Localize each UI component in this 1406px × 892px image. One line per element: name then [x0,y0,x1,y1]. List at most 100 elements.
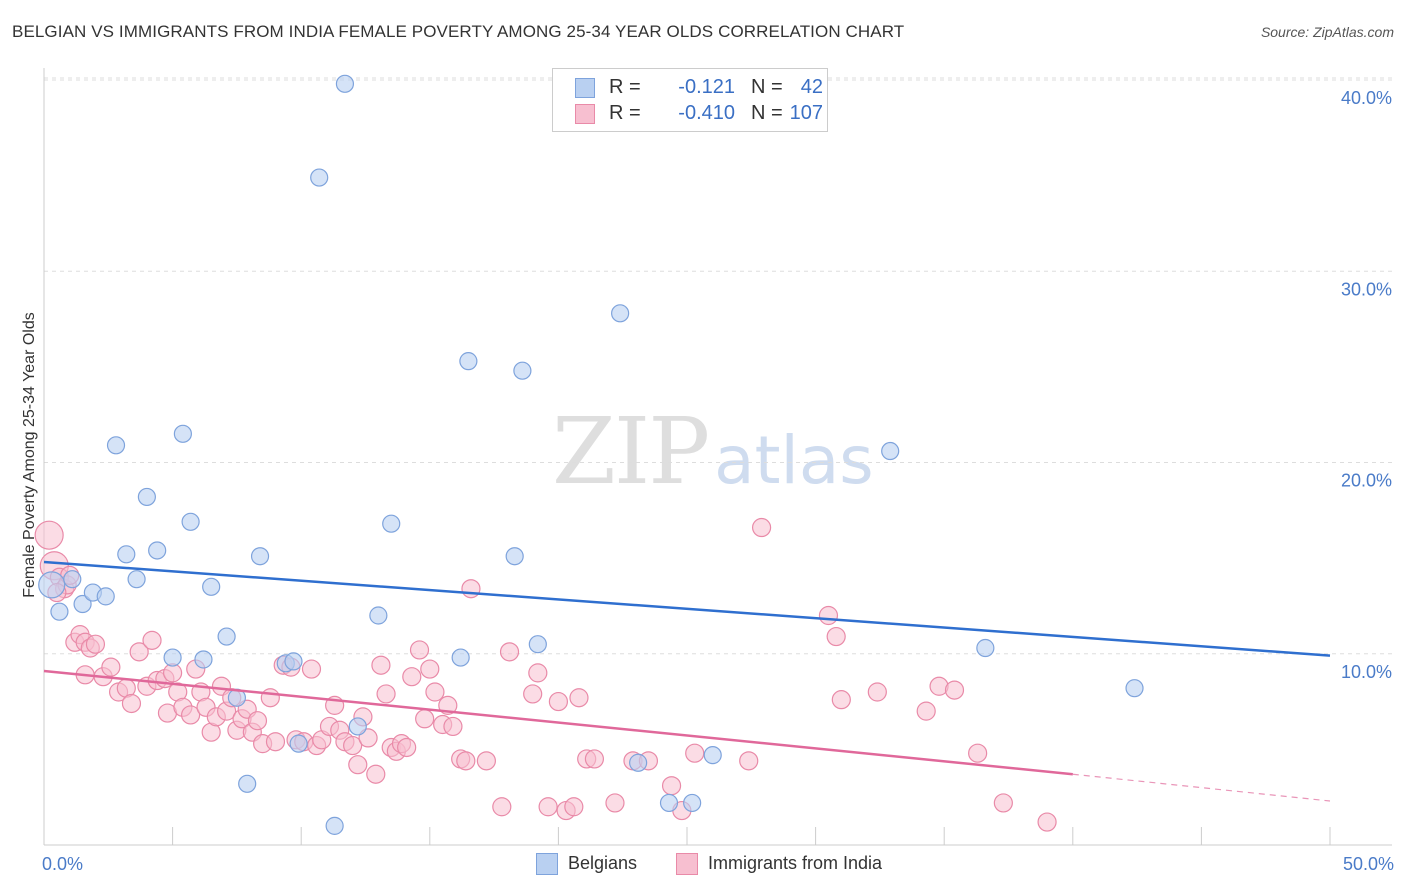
point-belgians [173,424,192,443]
point-belgians [611,304,630,323]
legend-n-label: N = [751,76,783,98]
point-india [461,579,481,599]
point-belgians [106,436,126,455]
point-india [968,743,988,763]
point-belgians [310,168,329,187]
point-india [528,663,548,683]
legend-r-value-belgians: -0.121 [678,76,735,98]
legend-label-belgians: Belgians [568,853,638,873]
point-belgians [703,746,722,765]
trend-lines [43,560,1331,802]
point-india [415,709,435,729]
legend-swatch-india [676,853,698,875]
point-belgians [629,753,648,772]
point-belgians [96,587,115,606]
point-belgians [63,570,82,589]
point-belgians [238,774,257,793]
point-india [34,520,64,550]
point-india [376,684,396,704]
point-belgians [284,652,303,671]
point-india [564,797,584,817]
legend-n-label: N = [751,102,783,124]
point-india [443,716,463,737]
point-india [523,684,543,704]
source-label: Source: ZipAtlas.com [1260,24,1394,40]
series-india-points [34,517,1057,832]
point-belgians [459,352,478,371]
point-belgians [881,441,900,461]
point-belgians [194,650,213,669]
point-india [301,659,322,679]
point-belgians [382,514,401,533]
point-india [121,693,142,714]
point-india [751,517,772,538]
axes [43,68,1392,846]
point-india [181,705,201,725]
point-india [397,737,417,758]
point-belgians [348,717,367,736]
chart-title: BELGIAN VS IMMIGRANTS FROM INDIA FEMALE … [12,22,905,41]
legend-n-value-india: 107 [789,102,823,124]
tick-labels: 10.0% 20.0% 30.0% 40.0% 0.0% 50.0% [42,88,1394,874]
legend-swatch-india [575,104,595,124]
point-india [916,701,936,721]
point-india [569,688,589,708]
point-belgians [505,547,524,566]
point-india [499,642,520,662]
point-india [142,630,162,650]
point-belgians [250,547,270,566]
point-india [260,688,280,708]
trend-line-india [43,669,1073,776]
legend-r-value-india: -0.410 [678,102,735,124]
point-india [425,682,445,702]
point-belgians [202,577,221,596]
point-india [605,793,625,813]
point-belgians [528,635,547,654]
x-tick-label: 0.0% [42,854,83,874]
point-belgians [148,541,167,560]
point-belgians [289,734,308,753]
point-belgians [217,627,236,646]
point-belgians [976,638,995,658]
y-tick-label: 40.0% [1341,88,1392,108]
point-india [993,793,1013,813]
watermark-atlas: atlas [714,422,874,499]
point-india [826,626,846,647]
point-belgians [38,571,66,599]
point-belgians [73,594,92,614]
point-belgians [451,648,470,667]
point-india [584,749,605,769]
point-india [348,755,368,775]
point-india [101,657,121,677]
point-india [366,764,386,784]
point-india [409,640,430,660]
point-belgians [181,512,200,531]
point-india [371,655,391,675]
y-tick-label: 30.0% [1341,279,1392,299]
point-india [492,797,512,817]
point-india [739,751,759,771]
point-india [420,659,440,679]
point-belgians [163,648,182,667]
point-belgians [117,545,136,564]
legend-n-value-belgians: 42 [800,76,823,98]
point-india [85,634,106,654]
point-belgians [513,361,532,380]
y-tick-label: 10.0% [1341,662,1392,682]
series-belgians-points [38,74,1144,835]
point-india [867,682,887,702]
correlation-legend: R = -0.121 N = 42 R = -0.410 N = 107 [552,68,828,132]
point-india [818,605,839,626]
point-india [129,642,149,662]
point-belgians [683,793,702,813]
series-legend: Belgians Immigrants from India [0,852,1406,878]
watermark-zip: ZIP [552,398,710,505]
point-belgians [335,74,355,93]
point-belgians [369,606,388,625]
trend-line-india-extension [1072,773,1331,802]
point-india [538,797,558,817]
point-india [685,743,705,763]
point-belgians [127,570,146,589]
legend-r-label: R = [609,76,641,98]
